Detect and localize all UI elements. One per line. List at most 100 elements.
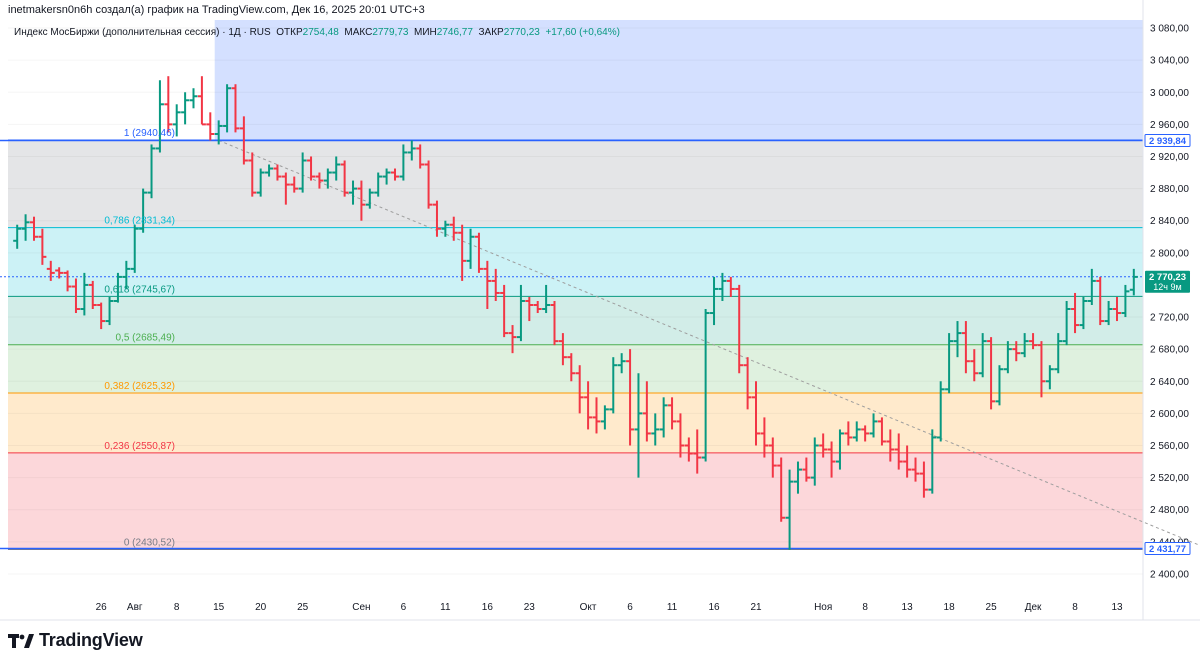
ohlc-bar bbox=[919, 461, 928, 498]
time-tick-label: 11 bbox=[440, 602, 451, 613]
time-tick-label: 11 bbox=[667, 602, 678, 613]
ohlc-bar bbox=[298, 152, 307, 193]
ohlc-bar bbox=[491, 268, 500, 301]
fib-band bbox=[8, 452, 1143, 550]
ohlc-bar bbox=[206, 112, 215, 141]
ohlc-bar bbox=[668, 397, 677, 430]
high-value: 2779,73 bbox=[372, 27, 409, 38]
ohlc-bar bbox=[231, 84, 240, 133]
ohlc-bar bbox=[1037, 341, 1046, 398]
ohlc-bar bbox=[676, 413, 685, 458]
ohlc-bar bbox=[642, 381, 651, 442]
price-axis[interactable]: 3 080,00 3 040,00 3 000,00 2 960,00 2 920,00… bbox=[1142, 0, 1189, 620]
time-tick-label: 13 bbox=[1111, 602, 1123, 613]
fib-level-label: 1 (2940,46) bbox=[124, 128, 175, 139]
ohlc-bar bbox=[155, 80, 164, 153]
ohlc-bar bbox=[407, 140, 416, 161]
price-tick-label: 2 560,00 bbox=[1150, 441, 1189, 452]
ohlc-bar bbox=[1129, 268, 1138, 296]
ohlc-bar bbox=[575, 365, 584, 414]
ohlc-bar bbox=[139, 188, 148, 233]
ohlc-bar bbox=[852, 421, 861, 442]
ohlc-bar bbox=[223, 84, 232, 133]
ohlc-bar bbox=[877, 417, 886, 446]
ohlc-bar bbox=[819, 433, 828, 458]
price-tick-label: 2 640,00 bbox=[1150, 377, 1189, 388]
ohlc-bar bbox=[189, 88, 198, 109]
tradingview-logo[interactable]: TradingView bbox=[8, 630, 143, 651]
fib-level-label: 0,236 (2550,87) bbox=[104, 441, 175, 452]
ohlc-bar bbox=[785, 469, 794, 550]
price-tick-label: 2 720,00 bbox=[1150, 313, 1189, 324]
ohlc-bar bbox=[273, 164, 282, 181]
price-tick-label: 3 080,00 bbox=[1150, 24, 1189, 35]
ohlc-bar bbox=[525, 296, 534, 322]
ohlc-bar bbox=[500, 284, 509, 338]
time-tick-label: 8 bbox=[1072, 602, 1078, 613]
ohlc-bar bbox=[710, 276, 719, 326]
ohlc-bar bbox=[793, 461, 802, 494]
ohlc-bar bbox=[970, 349, 979, 382]
ohlc-bar bbox=[38, 228, 47, 265]
price-tick-label: 2 680,00 bbox=[1150, 345, 1189, 356]
ohlc-bar bbox=[869, 413, 878, 438]
time-tick-label: Сен bbox=[352, 602, 370, 613]
ohlc-bar bbox=[726, 276, 735, 297]
ohlc-bar bbox=[265, 164, 274, 177]
ohlc-bar bbox=[214, 120, 223, 145]
ohlc-bar bbox=[1104, 300, 1113, 326]
ohlc-bar bbox=[13, 224, 22, 249]
ohlc-bar bbox=[550, 300, 559, 346]
ohlc-bar bbox=[1071, 292, 1080, 334]
ohlc-bar bbox=[928, 429, 937, 494]
chart-caption: inetmakersn0n6h создал(а) график на Trad… bbox=[8, 4, 425, 16]
change-value: +17,60 (+0,64%) bbox=[545, 27, 620, 38]
ohlc-bar bbox=[441, 220, 450, 237]
ohlc-bar bbox=[600, 405, 609, 430]
time-tick-label: Авг bbox=[127, 602, 143, 613]
ohlc-bars bbox=[13, 76, 1138, 550]
ohlc-bar bbox=[1121, 284, 1130, 318]
price-tick-label: 2 800,00 bbox=[1150, 248, 1189, 259]
ohlc-bar bbox=[684, 437, 693, 462]
ohlc-bar bbox=[1003, 341, 1012, 374]
fibonacci-retracement[interactable] bbox=[8, 20, 1143, 550]
ohlc-bar bbox=[508, 325, 517, 354]
ohlc-bar bbox=[130, 224, 139, 273]
low-value: 2746,77 bbox=[436, 27, 473, 38]
horizontal-lines[interactable] bbox=[0, 139, 1143, 550]
tradingview-logo-icon bbox=[8, 633, 34, 648]
high-label: МАКС bbox=[344, 27, 373, 38]
hline-price-tag: 2 939,84 bbox=[1144, 134, 1191, 148]
price-tick-label: 2 480,00 bbox=[1150, 505, 1189, 516]
open-label: ОТКР bbox=[276, 27, 303, 38]
ohlc-bar bbox=[113, 272, 122, 303]
ohlc-bar bbox=[382, 168, 391, 185]
price-tick-label: 2 600,00 bbox=[1150, 409, 1189, 420]
ohlc-bar bbox=[399, 144, 408, 181]
ohlc-bar bbox=[290, 176, 299, 193]
ohlc-bar bbox=[651, 413, 660, 446]
symbol-name[interactable]: Индекс МосБиржи (дополнительная сессия) … bbox=[14, 27, 271, 38]
price-tick-label: 2 840,00 bbox=[1150, 216, 1189, 227]
ohlc-bar bbox=[357, 180, 366, 221]
ohlc-bar bbox=[886, 429, 895, 462]
ohlc-bar bbox=[172, 104, 181, 137]
ohlc-bar bbox=[961, 321, 970, 374]
ohlc-bar bbox=[777, 457, 786, 522]
ohlc-bar bbox=[88, 280, 97, 310]
fib-level-label: 0,382 (2625,32) bbox=[104, 381, 175, 392]
ohlc-bar bbox=[181, 92, 190, 125]
time-tick-label: Дек bbox=[1025, 602, 1042, 613]
ohlc-bar bbox=[164, 76, 173, 133]
time-tick-label: 6 bbox=[627, 602, 633, 613]
time-tick-label: 25 bbox=[297, 602, 309, 613]
ohlc-bar bbox=[466, 228, 475, 269]
hline-price-tag-label: 2 431,77 bbox=[1149, 544, 1186, 555]
time-axis[interactable]: 26 Авг 8 15 20 25 Сен 6 11 16 23 Окт 6 11 16 21 Ноя 8 13 18… bbox=[0, 602, 1200, 621]
time-tick-label: Ноя bbox=[814, 602, 832, 613]
ohlc-bar bbox=[1029, 333, 1038, 350]
ohlc-bar bbox=[97, 302, 106, 330]
